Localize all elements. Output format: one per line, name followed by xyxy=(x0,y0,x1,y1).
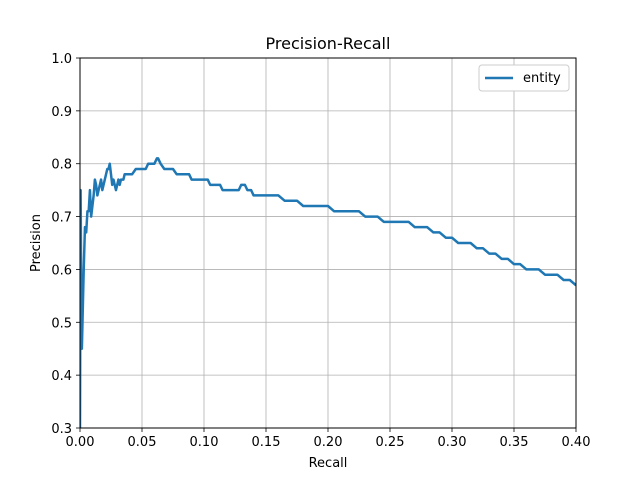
y-tick-label: 0.5 xyxy=(51,316,72,331)
y-tick-label: 0.8 xyxy=(51,158,72,173)
x-axis-label: Recall xyxy=(309,456,348,471)
legend-box xyxy=(478,64,570,92)
x-tick-label: 0.15 xyxy=(252,435,281,450)
x-tick-label: 0.40 xyxy=(562,435,591,450)
y-tick-label: 1.0 xyxy=(51,52,72,67)
legend-entry-entity: entity xyxy=(523,71,561,86)
x-axis-ticks: 0.00 0.05 0.10 0.15 0.20 0.25 0.30 0.35 0.40 xyxy=(66,428,591,450)
plot-series xyxy=(80,157,576,428)
series-line-entity xyxy=(80,157,576,428)
x-tick-label: 0.20 xyxy=(314,435,343,450)
y-axis-label: Precision xyxy=(29,214,44,272)
legend: entity xyxy=(478,64,570,92)
y-tick-label: 0.7 xyxy=(51,211,72,226)
y-tick-label: 0.9 xyxy=(51,105,72,120)
y-tick-label: 0.4 xyxy=(51,369,72,384)
x-tick-label: 0.05 xyxy=(128,435,157,450)
y-tick-label: 0.3 xyxy=(51,422,72,437)
x-tick-label: 0.10 xyxy=(190,435,219,450)
x-tick-label: 0.30 xyxy=(438,435,467,450)
x-tick-label: 0.00 xyxy=(66,435,95,450)
x-tick-label: 0.35 xyxy=(500,435,529,450)
y-tick-label: 0.6 xyxy=(51,263,72,278)
y-axis-ticks: 0.3 0.4 0.5 0.6 0.7 0.8 0.9 1.0 xyxy=(51,52,80,437)
x-tick-label: 0.25 xyxy=(376,435,405,450)
chart-title: Precision-Recall xyxy=(266,34,391,53)
